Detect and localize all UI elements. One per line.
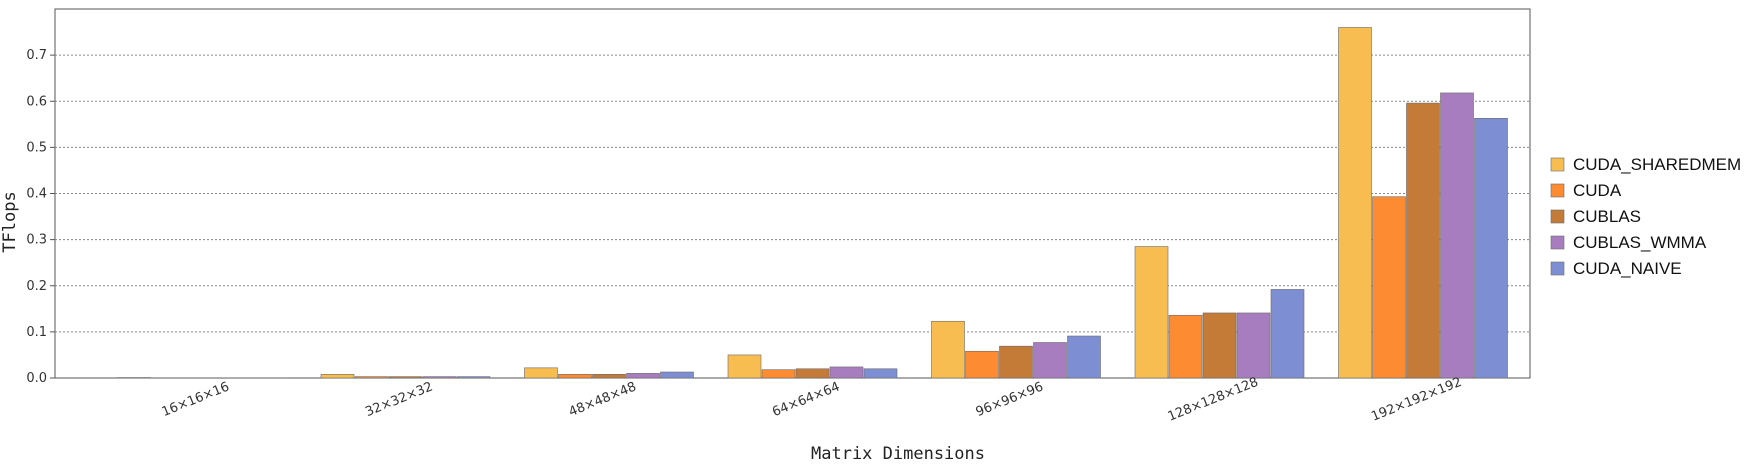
bar bbox=[863, 368, 898, 379]
bar bbox=[761, 369, 796, 379]
bar bbox=[660, 371, 694, 379]
bar bbox=[1134, 246, 1169, 379]
bar bbox=[965, 350, 999, 379]
gridlines bbox=[55, 54, 1530, 333]
bar bbox=[320, 374, 355, 379]
bar bbox=[626, 373, 660, 379]
x-tick-label: 16×16×16 bbox=[160, 379, 232, 420]
bar bbox=[388, 376, 423, 379]
bar bbox=[592, 374, 626, 379]
bar bbox=[1372, 196, 1406, 379]
legend-label: CUBLAS_WMMA bbox=[1573, 233, 1707, 252]
bar bbox=[524, 367, 558, 379]
bar bbox=[1168, 314, 1203, 379]
x-axis-ticks: 16×16×16 32×32×32 48×48×48 64×64×64 96×96×96… bbox=[160, 375, 1464, 425]
bar bbox=[253, 377, 287, 379]
y-tick-label: 0.7 bbox=[26, 48, 47, 63]
legend: CUDA_SHAREDMEM CUDA CUBLAS CUBLAS_WMMA CUDA_… bbox=[1550, 155, 1741, 278]
legend-label: CUDA bbox=[1573, 181, 1622, 200]
y-axis-ticks: 0.0 0.1 0.2 0.3 0.4 0.5 0.6 0.7 bbox=[26, 48, 55, 386]
bar bbox=[219, 377, 253, 379]
bar bbox=[1406, 102, 1440, 379]
legend-swatch bbox=[1550, 157, 1565, 172]
legend-label: CUDA_SHAREDMEM bbox=[1573, 155, 1741, 174]
bar bbox=[117, 377, 151, 379]
x-tick-label: 48×48×48 bbox=[567, 379, 639, 420]
bar bbox=[1440, 92, 1474, 379]
bar bbox=[558, 374, 592, 379]
bar bbox=[185, 377, 219, 379]
y-tick-label: 0.0 bbox=[26, 371, 47, 386]
x-tick-label: 96×96×96 bbox=[974, 379, 1046, 420]
legend-swatch bbox=[1550, 209, 1565, 224]
x-tick-label: 128×128×128 bbox=[1166, 375, 1261, 425]
x-tick-label: 64×64×64 bbox=[770, 379, 842, 420]
bar bbox=[829, 366, 864, 379]
y-tick-label: 0.3 bbox=[26, 233, 47, 248]
y-tick-label: 0.5 bbox=[26, 140, 47, 155]
bar bbox=[1236, 312, 1271, 379]
bars bbox=[117, 27, 1508, 379]
y-axis-title: TFlops bbox=[0, 191, 20, 252]
bar bbox=[1202, 312, 1237, 379]
y-tick-label: 0.4 bbox=[26, 187, 47, 202]
x-tick-label: 32×32×32 bbox=[363, 379, 435, 420]
bar bbox=[456, 376, 491, 379]
legend-label: CUDA_NAIVE bbox=[1573, 259, 1682, 278]
y-tick-label: 0.6 bbox=[26, 94, 47, 109]
bar bbox=[1067, 335, 1101, 379]
bar bbox=[1338, 27, 1372, 379]
y-tick-label: 0.1 bbox=[26, 325, 47, 340]
bar bbox=[795, 368, 830, 379]
bar bbox=[354, 376, 389, 379]
bar bbox=[1270, 289, 1305, 379]
bar bbox=[931, 320, 965, 379]
legend-swatch bbox=[1550, 183, 1565, 198]
x-tick-label: 192×192×192 bbox=[1369, 375, 1464, 425]
legend-swatch bbox=[1550, 261, 1565, 276]
x-axis-title: Matrix Dimensions bbox=[811, 444, 985, 464]
bar bbox=[1474, 118, 1508, 379]
bar bbox=[151, 377, 185, 379]
bar bbox=[1033, 342, 1067, 379]
bar bbox=[422, 376, 457, 379]
bar bbox=[727, 354, 762, 379]
y-tick-label: 0.2 bbox=[26, 279, 47, 294]
bar bbox=[999, 345, 1033, 379]
legend-swatch bbox=[1550, 235, 1565, 250]
legend-label: CUBLAS bbox=[1573, 207, 1641, 226]
